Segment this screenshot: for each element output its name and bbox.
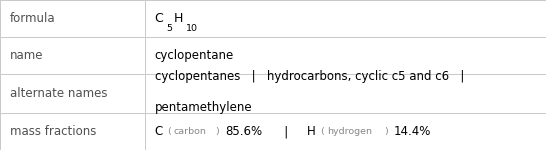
Text: H: H (174, 12, 183, 25)
Text: alternate names: alternate names (10, 87, 108, 100)
Text: C: C (155, 125, 163, 138)
Text: formula: formula (10, 12, 56, 25)
Text: ): ) (385, 127, 392, 136)
Text: pentamethylene: pentamethylene (155, 101, 252, 114)
Text: H: H (307, 125, 316, 138)
Text: cyclopentane: cyclopentane (155, 49, 234, 62)
Text: (: ( (318, 127, 325, 136)
Text: hydrogen: hydrogen (327, 127, 372, 136)
Text: (: ( (165, 127, 172, 136)
Text: mass fractions: mass fractions (10, 125, 96, 138)
Text: |: | (273, 125, 299, 138)
Text: name: name (10, 49, 43, 62)
Text: 10: 10 (186, 24, 198, 33)
Text: ): ) (216, 127, 223, 136)
Text: carbon: carbon (174, 127, 207, 136)
Text: 85.6%: 85.6% (225, 125, 262, 138)
Text: C: C (155, 12, 163, 25)
Text: 5: 5 (166, 24, 172, 33)
Text: cyclopentanes   |   hydrocarbons, cyclic c5 and c6   |: cyclopentanes | hydrocarbons, cyclic c5 … (155, 70, 464, 83)
Text: 14.4%: 14.4% (394, 125, 431, 138)
